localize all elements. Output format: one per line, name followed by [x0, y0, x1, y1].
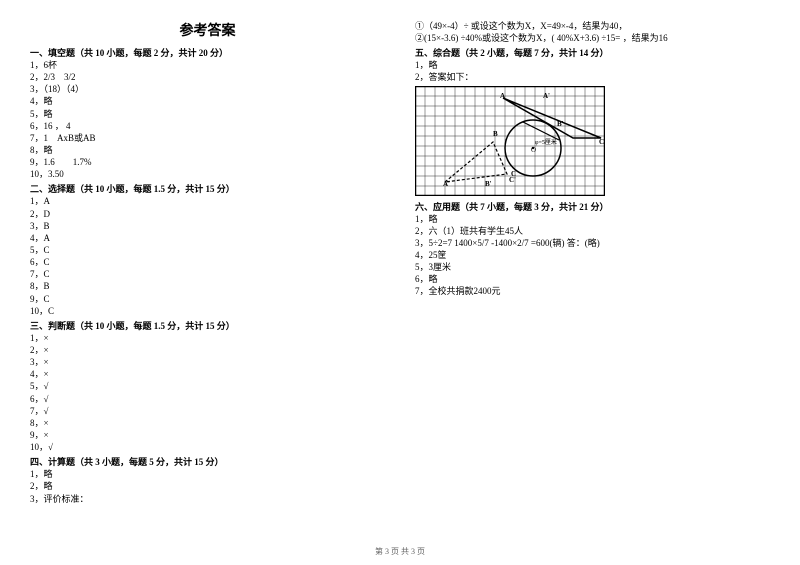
diagram-svg: Oφ=5厘米AA'BB'CC'A'B'C' [415, 86, 605, 196]
left-column: 参考答案 一、填空题（共 10 小题，每题 2 分，共计 20 分） 1，6杯 … [30, 20, 385, 505]
s1-i3: 3，（18）（4） [30, 83, 385, 95]
s6-i6: 6，略 [415, 273, 770, 285]
s3-i9: 9，× [30, 429, 385, 441]
s3-i3: 3，× [30, 356, 385, 368]
s2-i9: 9，C [30, 293, 385, 305]
s6-i3: 3，5÷2=7 1400×5/7 -1400×2/7 =600(辆) 答：(略) [415, 237, 770, 249]
answer-key-title: 参考答案 [30, 20, 385, 40]
section-4-header: 四、计算题（共 3 小题，每题 5 分，共计 15 分） [30, 455, 385, 468]
s2-i10: 10，C [30, 305, 385, 317]
s4-i2: 2，略 [30, 480, 385, 492]
svg-text:φ=5厘米: φ=5厘米 [535, 138, 557, 146]
s4-i3: 3，评价标准： [30, 493, 385, 505]
svg-text:C': C' [599, 138, 605, 146]
s2-i7: 7，C [30, 268, 385, 280]
s3-i1: 1，× [30, 332, 385, 344]
s1-i7: 7，1 AxB或AB [30, 132, 385, 144]
s3-i5: 5，√ [30, 380, 385, 392]
s1-i10: 10，3.50 [30, 168, 385, 180]
s6-i2: 2，六（1）班共有学生45人 [415, 225, 770, 237]
s3-i8: 8，× [30, 417, 385, 429]
s3-i6: 6，√ [30, 393, 385, 405]
section-2-header: 二、选择题（共 10 小题，每题 1.5 分，共计 15 分） [30, 182, 385, 195]
s2-i3: 3，B [30, 220, 385, 232]
svg-text:B: B [493, 130, 498, 138]
pre-1: ①（49×-4）÷ 或设这个数为X，X=49×-4，结果为40， [415, 20, 770, 32]
svg-text:A: A [500, 92, 505, 100]
s6-i1: 1，略 [415, 213, 770, 225]
geometry-diagram: Oφ=5厘米AA'BB'CC'A'B'C' [415, 86, 770, 196]
page-footer: 第 3 页 共 3 页 [0, 546, 800, 557]
s3-i4: 4，× [30, 368, 385, 380]
s2-i5: 5，C [30, 244, 385, 256]
s3-i2: 2，× [30, 344, 385, 356]
section-5-header: 五、综合题（共 2 小题，每题 7 分，共计 14 分） [415, 46, 770, 59]
s2-i1: 1，A [30, 195, 385, 207]
section-1-header: 一、填空题（共 10 小题，每题 2 分，共计 20 分） [30, 46, 385, 59]
s1-i6: 6，16 ， 4 [30, 120, 385, 132]
s2-i2: 2，D [30, 208, 385, 220]
svg-text:A': A' [443, 180, 450, 188]
svg-text:B': B' [557, 120, 564, 128]
s1-i1: 1，6杯 [30, 59, 385, 71]
s1-i8: 8，略 [30, 144, 385, 156]
page-columns: 参考答案 一、填空题（共 10 小题，每题 2 分，共计 20 分） 1，6杯 … [30, 20, 770, 505]
svg-text:B': B' [485, 180, 492, 188]
s1-i9: 9，1.6 1.7% [30, 156, 385, 168]
right-column: ①（49×-4）÷ 或设这个数为X，X=49×-4，结果为40， ②(15×-3… [415, 20, 770, 505]
s2-i6: 6，C [30, 256, 385, 268]
s6-i7: 7，全校共捐款2400元 [415, 285, 770, 297]
svg-text:C': C' [509, 176, 516, 184]
s1-i2: 2，2/3 3/2 [30, 71, 385, 83]
s1-i4: 4，略 [30, 95, 385, 107]
svg-text:A': A' [543, 92, 550, 100]
section-3-header: 三、判断题（共 10 小题，每题 1.5 分，共计 15 分） [30, 319, 385, 332]
s5-i1: 1，略 [415, 59, 770, 71]
svg-text:O: O [531, 146, 536, 154]
section-6-header: 六、应用题（共 7 小题，每题 3 分，共计 21 分） [415, 200, 770, 213]
s3-i7: 7，√ [30, 405, 385, 417]
s1-i5: 5，略 [30, 108, 385, 120]
s2-i8: 8，B [30, 280, 385, 292]
s4-i1: 1，略 [30, 468, 385, 480]
pre-2: ②(15×-3.6) ÷40%或设这个数为X，( 40%X+3.6) ÷15= … [415, 32, 770, 44]
s5-i2: 2，答案如下： [415, 71, 770, 83]
s2-i4: 4，A [30, 232, 385, 244]
s3-i10: 10，√ [30, 441, 385, 453]
s6-i4: 4，25筐 [415, 249, 770, 261]
s6-i5: 5，3厘米 [415, 261, 770, 273]
